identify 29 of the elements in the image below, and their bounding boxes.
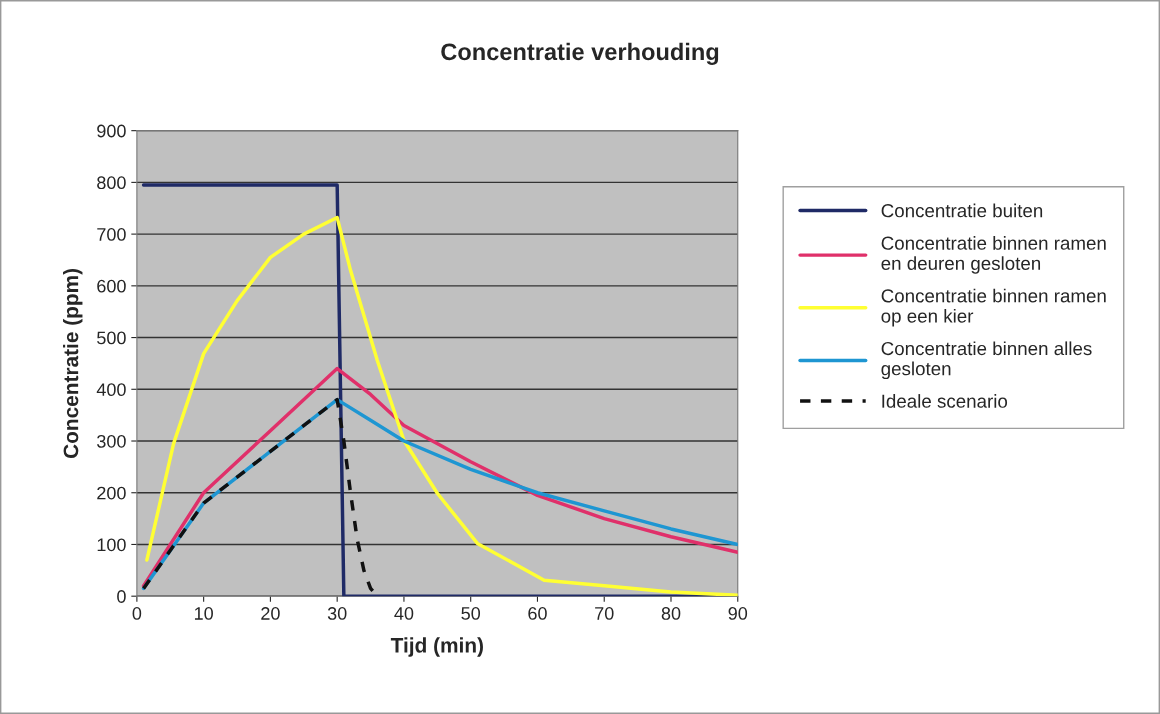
x-axis-title: Tijd (min) (390, 637, 483, 657)
y-tick-label: 0 (117, 590, 126, 603)
y-tick-label: 100 (97, 538, 126, 552)
x-tick-label: 60 (528, 607, 547, 620)
x-tick-label: 90 (728, 607, 748, 620)
y-tick-label: 800 (97, 176, 126, 190)
y-tick-label: 700 (97, 228, 126, 241)
y-tick-label: 600 (97, 279, 126, 293)
line-series (141, 366, 738, 588)
x-tick-label: 0 (132, 607, 142, 620)
y-tick-label: 500 (97, 331, 126, 345)
y-tick-label: 200 (97, 486, 126, 500)
y-tick-label: 900 (97, 124, 126, 138)
x-tick-label: 10 (194, 607, 213, 620)
x-tick-label: 70 (595, 607, 614, 620)
legend-label: Concentratie buiten (881, 203, 1043, 218)
legend-label: Ideale scenario (882, 394, 1008, 408)
legend-label: Concentratie binnen ramen op een kier (881, 288, 1106, 327)
x-tick-label: 30 (327, 607, 347, 620)
y-tick-label: 300 (97, 434, 126, 448)
chart-title: Concentratie verhouding (441, 42, 719, 65)
y-axis-title: Concentratie (ppm) (63, 268, 83, 459)
x-tick-label: 80 (661, 607, 681, 620)
x-tick-label: 40 (394, 607, 414, 620)
legend-label: Concentratie binnen alles gesloten (881, 341, 1092, 380)
x-tick-label: 50 (461, 607, 481, 620)
y-tick-label: 400 (96, 383, 126, 397)
x-tick-label: 20 (261, 607, 280, 620)
legend-label: Concentratie binnen ramen en deuren gesloten (881, 236, 1106, 274)
